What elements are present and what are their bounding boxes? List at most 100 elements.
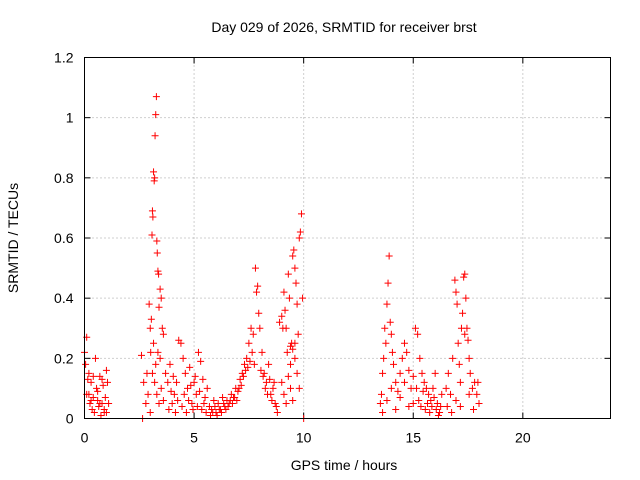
data-point	[182, 408, 190, 416]
data-point	[89, 372, 97, 380]
data-point	[456, 378, 464, 386]
data-point	[199, 375, 207, 383]
data-point	[87, 378, 95, 386]
data-point	[292, 279, 300, 287]
data-point	[296, 228, 304, 236]
data-point	[379, 408, 387, 416]
data-point	[293, 300, 301, 308]
data-point	[284, 270, 292, 278]
data-point	[82, 360, 90, 368]
data-point	[394, 387, 402, 395]
data-point	[461, 270, 469, 278]
data-point	[255, 309, 263, 317]
data-point	[236, 375, 244, 383]
data-point	[105, 399, 113, 407]
data-point	[409, 399, 417, 407]
data-point	[411, 324, 419, 332]
x-tick-label: 20	[515, 430, 531, 446]
data-point	[390, 360, 398, 368]
data-point	[148, 369, 156, 377]
data-point	[209, 408, 217, 416]
data-point	[422, 384, 430, 392]
data-point	[237, 381, 245, 389]
data-point	[271, 399, 279, 407]
data-point	[294, 330, 302, 338]
data-point	[84, 375, 92, 383]
data-point	[297, 210, 305, 218]
data-point	[299, 294, 307, 302]
data-point	[405, 402, 413, 410]
data-point	[97, 411, 105, 419]
data-point	[430, 393, 438, 401]
data-point	[217, 408, 225, 416]
data-point	[466, 369, 474, 377]
data-point	[448, 408, 456, 416]
data-point	[461, 330, 469, 338]
data-point	[157, 294, 165, 302]
data-point	[272, 402, 280, 410]
data-point	[153, 249, 161, 257]
data-point	[396, 369, 404, 377]
y-tick-label: 1.2	[54, 50, 74, 66]
data-point	[180, 390, 188, 398]
data-point	[460, 273, 468, 281]
data-point	[164, 378, 172, 386]
data-point	[268, 396, 276, 404]
data-point	[174, 396, 182, 404]
data-point	[104, 378, 112, 386]
data-point	[91, 354, 99, 362]
data-point	[387, 384, 395, 392]
data-point	[470, 405, 478, 413]
data-point	[258, 348, 266, 356]
data-point	[428, 402, 436, 410]
x-tick-labels: 0 5 10 15 20	[81, 430, 531, 446]
data-point	[409, 372, 417, 380]
data-point	[400, 378, 408, 386]
data-point	[454, 339, 462, 347]
data-point	[264, 390, 272, 398]
data-point	[239, 372, 247, 380]
data-point	[434, 411, 442, 419]
data-point	[276, 318, 284, 326]
data-point	[254, 282, 262, 290]
data-point	[173, 378, 181, 386]
data-point	[383, 396, 391, 404]
data-point	[386, 318, 394, 326]
data-point	[190, 378, 198, 386]
data-point	[452, 396, 460, 404]
data-point	[148, 207, 156, 215]
data-point	[169, 372, 177, 380]
data-point	[165, 405, 173, 413]
data-point	[220, 399, 228, 407]
data-point	[257, 366, 265, 374]
data-point	[425, 390, 433, 398]
data-point	[392, 405, 400, 413]
data-point	[99, 381, 107, 389]
data-point	[291, 354, 299, 362]
data-point	[159, 396, 167, 404]
data-point	[192, 390, 200, 398]
data-point	[398, 354, 406, 362]
data-point	[427, 396, 435, 404]
y-tick-label: 0	[66, 411, 74, 427]
data-point	[429, 384, 437, 392]
grid-lines	[84, 57, 611, 419]
data-point	[293, 369, 301, 377]
data-point	[415, 396, 423, 404]
data-point	[147, 315, 155, 323]
data-point	[153, 237, 161, 245]
plot-frame	[84, 57, 611, 419]
data-point	[93, 384, 101, 392]
data-point	[219, 393, 227, 401]
data-point	[170, 390, 178, 398]
data-point	[177, 339, 185, 347]
data-point	[287, 360, 295, 368]
data-point	[265, 360, 273, 368]
data-point	[179, 354, 187, 362]
data-point	[198, 405, 206, 413]
data-point	[280, 390, 288, 398]
y-axis-label: SRMTID / TECUs	[5, 183, 21, 293]
y-tick-labels: 0 0.2 0.4 0.6 0.8 1 1.2	[54, 50, 74, 427]
data-point	[295, 234, 303, 242]
data-point	[381, 324, 389, 332]
